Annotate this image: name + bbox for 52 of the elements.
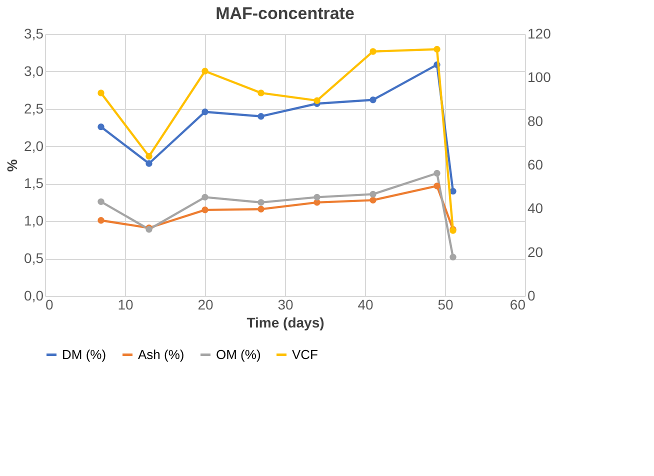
point xyxy=(98,217,104,224)
point xyxy=(370,96,376,104)
legend-label: VCF xyxy=(292,346,318,362)
point xyxy=(202,206,208,214)
y-tick-label: 3,5 xyxy=(24,26,44,42)
point xyxy=(450,254,456,260)
y2-tick-label: 120 xyxy=(528,26,552,42)
point xyxy=(258,90,264,96)
point xyxy=(98,198,104,206)
point xyxy=(370,196,376,204)
y-tick-label: 3,0 xyxy=(24,62,44,79)
point xyxy=(370,190,376,198)
y-tick-label: 2,5 xyxy=(24,100,44,116)
y2-tick-label: 60 xyxy=(528,156,544,172)
point xyxy=(98,123,104,130)
point xyxy=(434,170,440,177)
point xyxy=(434,182,440,190)
x-tick-label: 10 xyxy=(118,296,134,312)
y-tick-label: 1,0 xyxy=(24,212,44,229)
x-tick-label: 30 xyxy=(278,296,294,312)
x-tick-label: 60 xyxy=(510,296,526,312)
point xyxy=(98,90,104,96)
x-tick-label: 20 xyxy=(198,296,214,312)
legend-label: Ash (%) xyxy=(138,346,184,362)
x-axis-title: Time (days) xyxy=(246,314,324,330)
y-tick-label: 0,0 xyxy=(24,288,44,304)
y-tick-label: 0,5 xyxy=(24,250,44,266)
y-tick-label: 2,0 xyxy=(24,138,44,154)
x-tick-label: 40 xyxy=(358,296,374,312)
point xyxy=(202,68,208,74)
point xyxy=(434,46,440,53)
legend-label: OM (%) xyxy=(216,346,261,362)
point xyxy=(146,160,152,167)
point xyxy=(202,108,208,116)
x-tick-label: 0 xyxy=(46,296,54,312)
point xyxy=(258,206,264,213)
point xyxy=(314,194,320,201)
legend-label: DM (%) xyxy=(62,346,106,362)
y2-tick-label: 40 xyxy=(528,200,544,216)
y-axis-title: % xyxy=(4,158,20,172)
point xyxy=(258,199,264,206)
point xyxy=(202,194,208,201)
chart-title: MAF-concentrate xyxy=(216,4,354,23)
point xyxy=(370,48,376,55)
x-tick-label: 50 xyxy=(438,296,454,312)
y-tick-label: 1,5 xyxy=(24,175,44,192)
point xyxy=(258,112,264,120)
y2-tick-label: 80 xyxy=(528,112,544,129)
point xyxy=(146,152,152,160)
y2-tick-label: 20 xyxy=(528,244,544,260)
point xyxy=(314,97,320,104)
y2-tick-label: 100 xyxy=(528,69,552,86)
